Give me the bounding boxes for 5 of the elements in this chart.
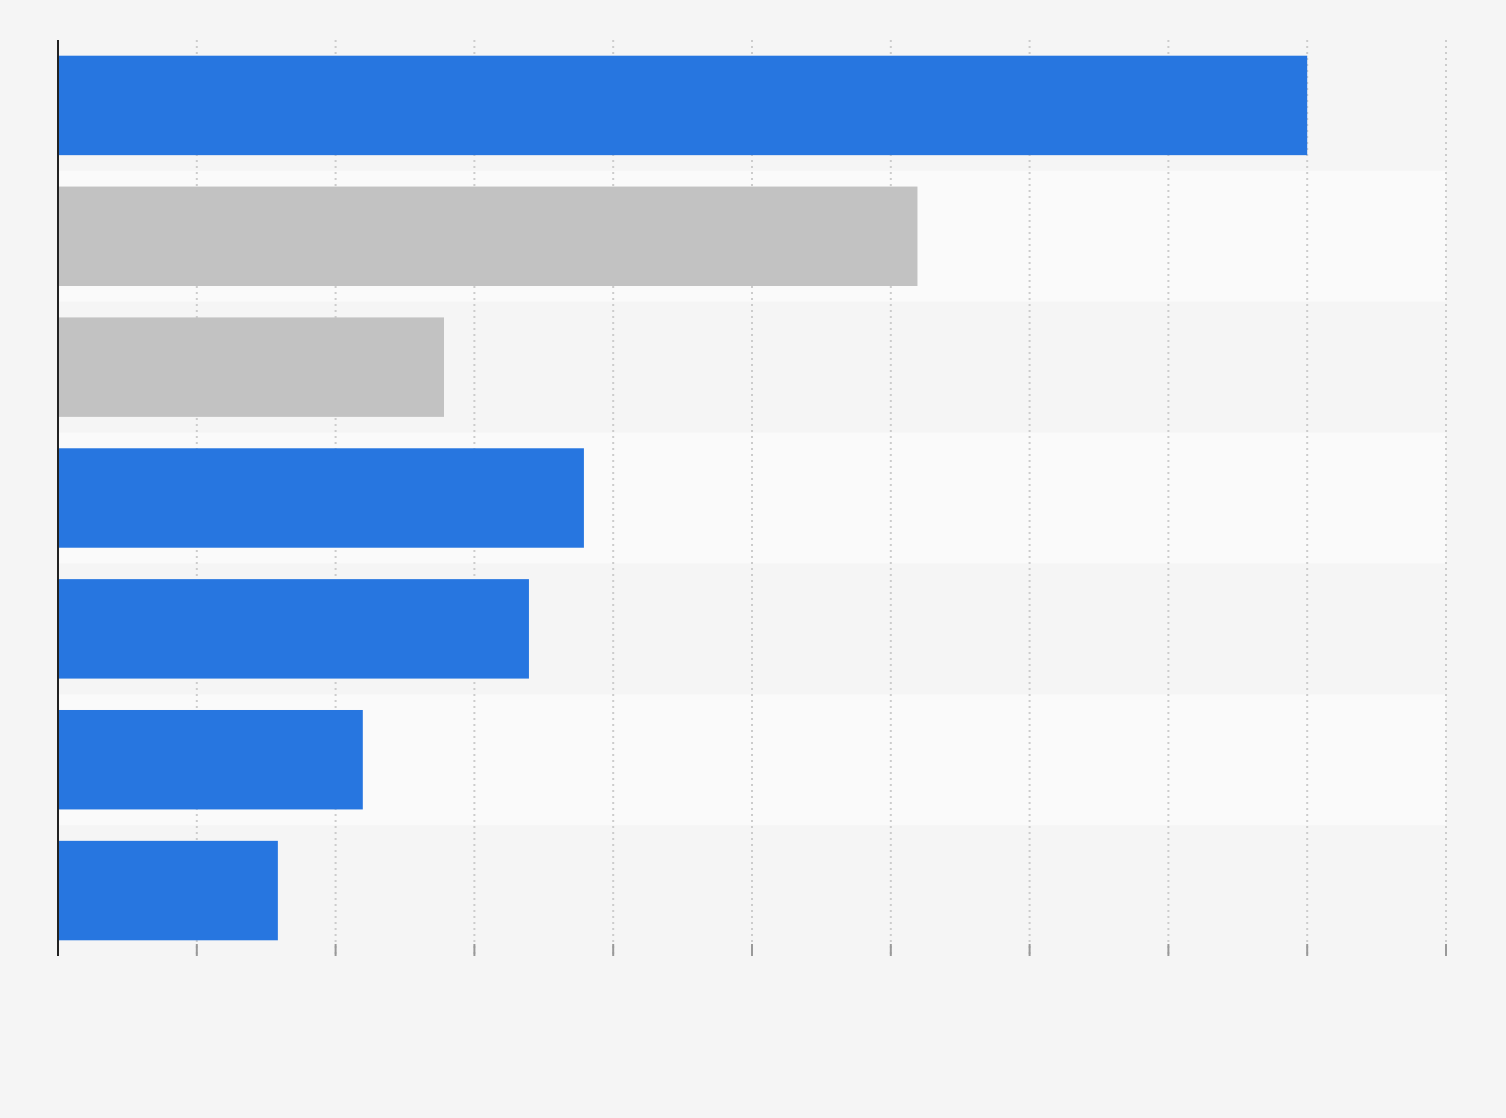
bar [58,55,1308,156]
bar [58,840,278,941]
bar [58,709,363,810]
bar [58,579,529,679]
bar [58,448,584,548]
